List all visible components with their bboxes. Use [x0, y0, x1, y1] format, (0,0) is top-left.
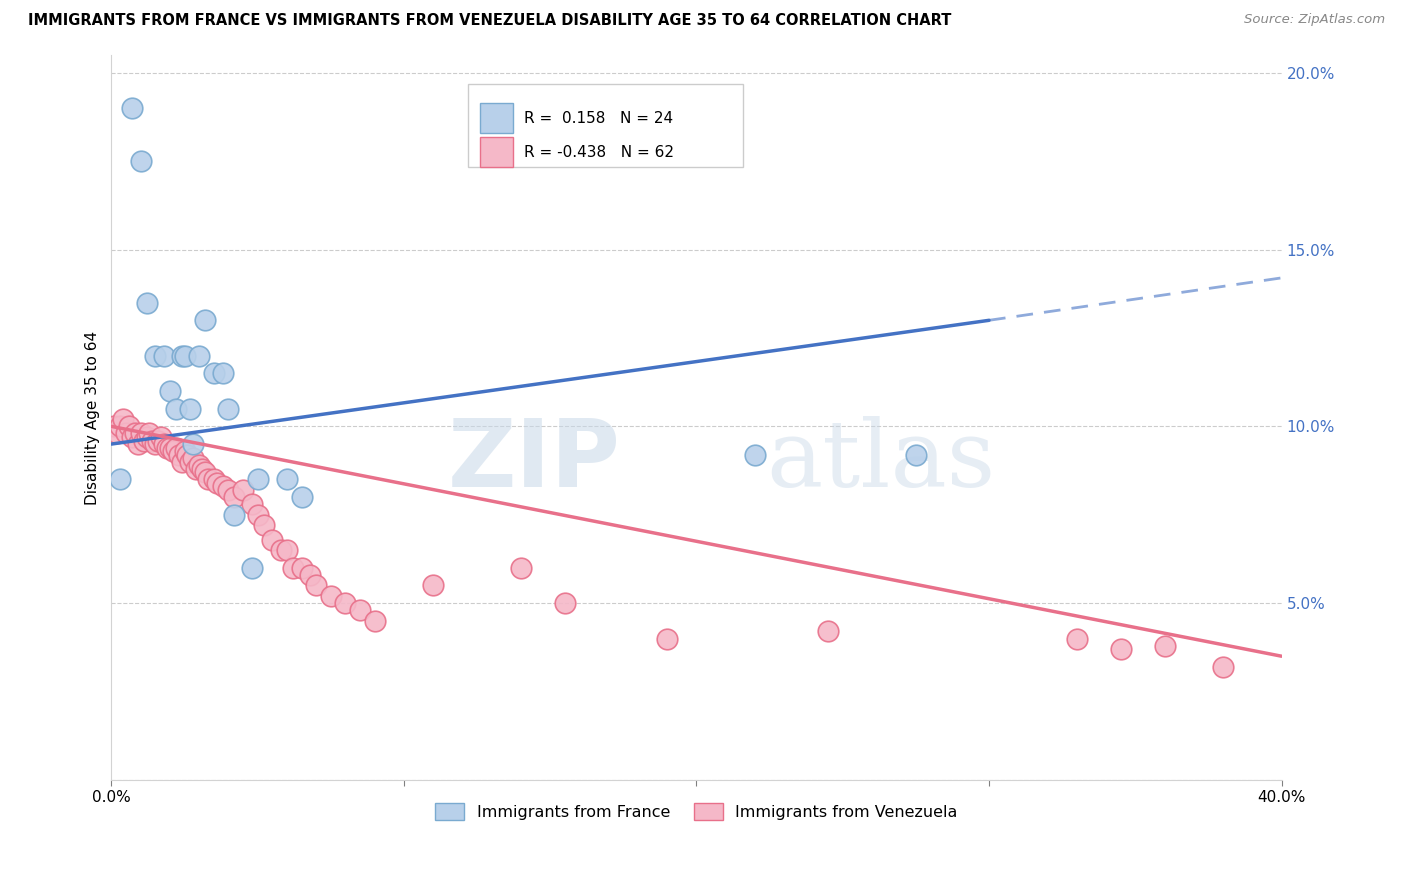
Point [188, 349, 211, 363]
Point [108, 419, 131, 434]
Point [179, 455, 201, 469]
Point [240, 561, 263, 575]
Point [153, 437, 176, 451]
Point [1153, 639, 1175, 653]
Point [167, 448, 190, 462]
Point [186, 462, 208, 476]
Point [262, 533, 284, 547]
Point [657, 632, 679, 646]
Point [305, 578, 328, 592]
Point [246, 472, 269, 486]
Point [112, 412, 135, 426]
Point [129, 154, 152, 169]
Point [281, 561, 304, 575]
Point [205, 475, 228, 490]
Point [744, 448, 766, 462]
Point [1212, 660, 1234, 674]
Point [211, 479, 233, 493]
Point [191, 462, 214, 476]
Point [197, 472, 219, 486]
Point [246, 508, 269, 522]
Text: IMMIGRANTS FROM FRANCE VS IMMIGRANTS FROM VENEZUELA DISABILITY AGE 35 TO 64 CORR: IMMIGRANTS FROM FRANCE VS IMMIGRANTS FRO… [28, 13, 952, 29]
Point [121, 430, 143, 444]
Point [422, 578, 444, 592]
Point [202, 472, 225, 486]
Point [143, 349, 166, 363]
Point [270, 543, 292, 558]
Legend: Immigrants from France, Immigrants from Venezuela: Immigrants from France, Immigrants from … [429, 797, 965, 826]
Point [299, 567, 322, 582]
Point [135, 430, 157, 444]
Point [103, 419, 125, 434]
Y-axis label: Disability Age 35 to 64: Disability Age 35 to 64 [86, 330, 100, 505]
Point [363, 614, 385, 628]
Point [319, 589, 342, 603]
Point [143, 437, 166, 451]
Point [135, 295, 157, 310]
Point [252, 518, 274, 533]
Point [217, 401, 239, 416]
Point [156, 441, 179, 455]
Point [240, 497, 263, 511]
Point [165, 441, 187, 455]
FancyBboxPatch shape [468, 84, 744, 168]
Point [118, 419, 141, 434]
Point [194, 313, 217, 327]
Point [141, 434, 163, 448]
Point [115, 426, 138, 441]
Point [290, 561, 312, 575]
FancyBboxPatch shape [479, 103, 513, 134]
Point [1109, 642, 1132, 657]
Point [232, 483, 254, 497]
Point [276, 543, 298, 558]
Point [176, 448, 198, 462]
Point [276, 472, 298, 486]
Point [224, 490, 246, 504]
Point [817, 624, 839, 639]
Point [349, 603, 371, 617]
Point [1066, 632, 1088, 646]
Text: R = -0.438   N = 62: R = -0.438 N = 62 [524, 145, 675, 160]
Point [148, 434, 170, 448]
Text: R =  0.158   N = 24: R = 0.158 N = 24 [524, 111, 673, 126]
Point [173, 444, 195, 458]
Point [179, 401, 201, 416]
Point [217, 483, 239, 497]
Point [181, 451, 204, 466]
Point [194, 466, 217, 480]
Point [554, 596, 576, 610]
Point [105, 426, 128, 441]
Point [124, 426, 146, 441]
Point [904, 448, 927, 462]
Point [335, 596, 357, 610]
Point [181, 437, 204, 451]
Text: ZIP: ZIP [447, 415, 620, 507]
Point [170, 455, 193, 469]
Point [108, 472, 131, 486]
Point [127, 437, 149, 451]
Point [132, 434, 155, 448]
Text: atlas: atlas [766, 416, 995, 506]
Point [290, 490, 312, 504]
Point [153, 349, 176, 363]
Point [173, 349, 195, 363]
Point [150, 430, 173, 444]
Point [159, 441, 181, 455]
Point [211, 367, 233, 381]
Point [159, 384, 181, 398]
Point [129, 426, 152, 441]
Point [138, 426, 160, 441]
Point [510, 561, 533, 575]
FancyBboxPatch shape [479, 137, 513, 168]
Point [202, 367, 225, 381]
Point [188, 458, 211, 473]
Point [165, 401, 187, 416]
Point [224, 508, 246, 522]
Text: Source: ZipAtlas.com: Source: ZipAtlas.com [1244, 13, 1385, 27]
Point [121, 101, 143, 115]
Point [162, 444, 184, 458]
Point [170, 349, 193, 363]
